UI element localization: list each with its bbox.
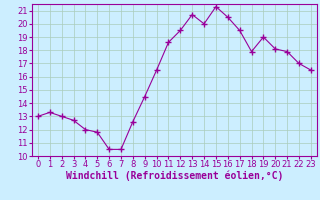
X-axis label: Windchill (Refroidissement éolien,°C): Windchill (Refroidissement éolien,°C) [66,171,283,181]
